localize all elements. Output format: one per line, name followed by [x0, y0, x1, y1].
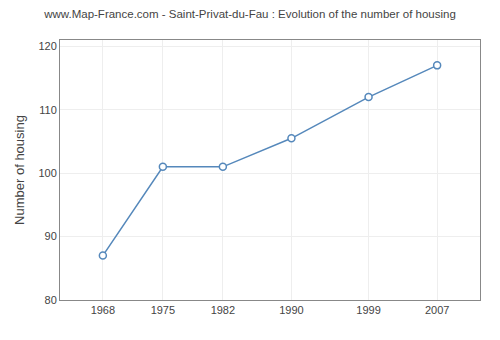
svg-text:100: 100: [38, 167, 56, 179]
svg-text:2007: 2007: [425, 304, 449, 316]
svg-text:1999: 1999: [356, 304, 380, 316]
svg-text:110: 110: [39, 104, 57, 116]
svg-text:120: 120: [38, 40, 56, 52]
svg-text:1975: 1975: [151, 304, 175, 316]
svg-text:Number of housing: Number of housing: [12, 115, 27, 225]
svg-text:www.Map-France.com - Saint-Pri: www.Map-France.com - Saint-Privat-du-Fau…: [43, 8, 456, 20]
svg-text:1990: 1990: [279, 304, 303, 316]
svg-text:90: 90: [45, 230, 57, 242]
svg-text:1968: 1968: [91, 304, 115, 316]
svg-text:1982: 1982: [211, 304, 235, 316]
svg-text:80: 80: [45, 294, 57, 306]
